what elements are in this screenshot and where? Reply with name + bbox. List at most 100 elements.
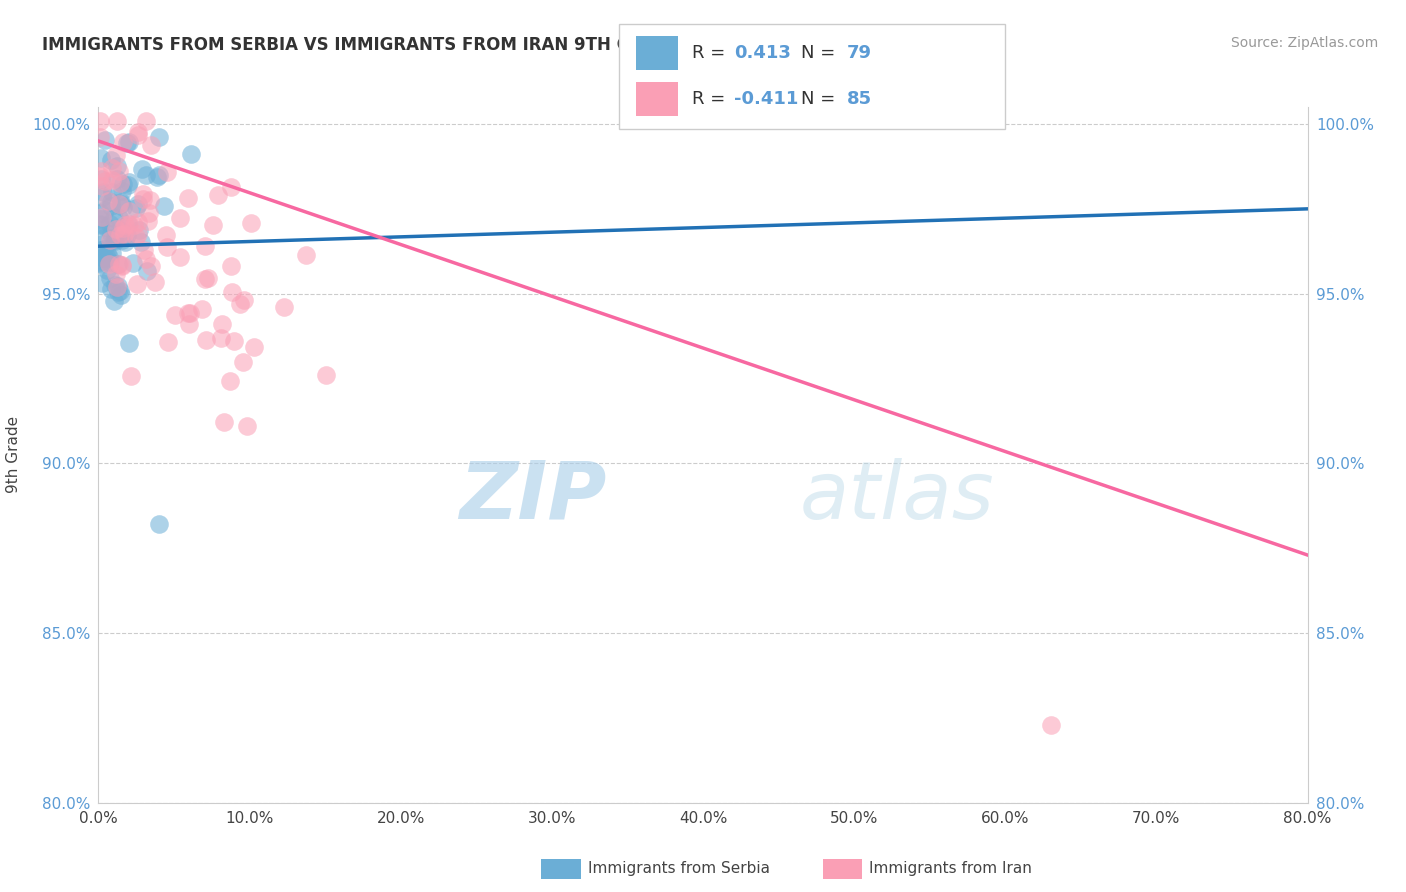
Point [96, 219, 118, 234]
Point [127, 227, 149, 241]
Point [96, 246, 118, 260]
Point [315, 368, 337, 382]
Point [115, 136, 138, 150]
Point [117, 178, 139, 193]
Point [98, 271, 121, 285]
Point [131, 162, 153, 177]
Point [98, 218, 121, 232]
Point [90, 163, 112, 178]
Point [155, 227, 177, 242]
Point [240, 216, 263, 230]
Point [108, 284, 131, 298]
Point [89, 212, 111, 227]
Point [90, 257, 112, 271]
Point [89, 206, 111, 220]
Point [94, 202, 117, 217]
Point [134, 252, 156, 266]
Point [89, 219, 111, 233]
Point [112, 227, 135, 241]
Point [104, 278, 127, 293]
Point [194, 333, 217, 347]
Text: 0.413: 0.413 [734, 44, 790, 62]
Point [105, 172, 128, 186]
Point [94, 133, 117, 147]
Point [120, 368, 142, 383]
Point [129, 235, 152, 249]
Point [98, 257, 121, 271]
Point [180, 146, 202, 161]
Point [218, 374, 240, 388]
Point [117, 217, 139, 231]
Point [125, 277, 148, 292]
Point [127, 128, 149, 142]
Text: 85: 85 [846, 90, 872, 108]
Point [112, 200, 135, 214]
Text: IMMIGRANTS FROM SERBIA VS IMMIGRANTS FROM IRAN 9TH GRADE CORRELATION CHART: IMMIGRANTS FROM SERBIA VS IMMIGRANTS FRO… [42, 36, 886, 54]
Point [100, 194, 122, 209]
Point [156, 165, 179, 179]
Point [100, 199, 122, 213]
Point [194, 272, 217, 286]
Point [211, 317, 233, 331]
Point [179, 306, 201, 320]
Point [103, 211, 125, 225]
Point [207, 188, 229, 202]
Point [89, 130, 111, 145]
Point [127, 196, 149, 211]
Point [141, 137, 163, 152]
Point [104, 148, 127, 162]
Text: -0.411: -0.411 [734, 90, 799, 108]
Point [111, 184, 134, 198]
Point [177, 306, 200, 320]
Point [201, 218, 224, 232]
Point [118, 203, 141, 218]
Point [114, 235, 136, 250]
Text: 79: 79 [846, 44, 872, 62]
Point [104, 229, 127, 244]
Point [232, 355, 254, 369]
Text: N =: N = [801, 90, 835, 108]
Point [132, 192, 155, 206]
Point [139, 193, 162, 207]
Point [179, 318, 201, 332]
Point [90, 179, 112, 194]
Point [89, 113, 111, 128]
Point [108, 163, 131, 178]
Text: Immigrants from Iran: Immigrants from Iran [869, 862, 1032, 876]
Point [134, 243, 156, 257]
Point [104, 234, 127, 248]
Point [91, 277, 114, 291]
Point [101, 161, 124, 175]
Point [219, 180, 242, 194]
Point [90, 210, 112, 224]
Point [108, 227, 131, 242]
Point [89, 255, 111, 269]
Point [148, 129, 170, 144]
Point [232, 293, 254, 307]
Y-axis label: 9th Grade: 9th Grade [6, 417, 21, 493]
Point [105, 113, 128, 128]
Point [127, 125, 149, 139]
Point [128, 223, 150, 237]
Point [222, 334, 245, 349]
Point [219, 259, 242, 273]
Point [101, 173, 124, 187]
Text: atlas: atlas [800, 458, 994, 536]
Point [101, 185, 124, 199]
Point [115, 227, 138, 242]
Point [135, 264, 157, 278]
Point [91, 189, 114, 203]
Point [221, 285, 243, 299]
Point [197, 270, 219, 285]
Point [105, 160, 128, 174]
Point [122, 218, 145, 232]
Point [143, 275, 166, 289]
Point [94, 230, 117, 244]
Point [100, 282, 122, 296]
Point [212, 415, 235, 429]
Point [105, 280, 128, 294]
Point [169, 250, 191, 264]
Point [97, 251, 120, 265]
Point [94, 174, 117, 188]
Point [131, 186, 153, 201]
